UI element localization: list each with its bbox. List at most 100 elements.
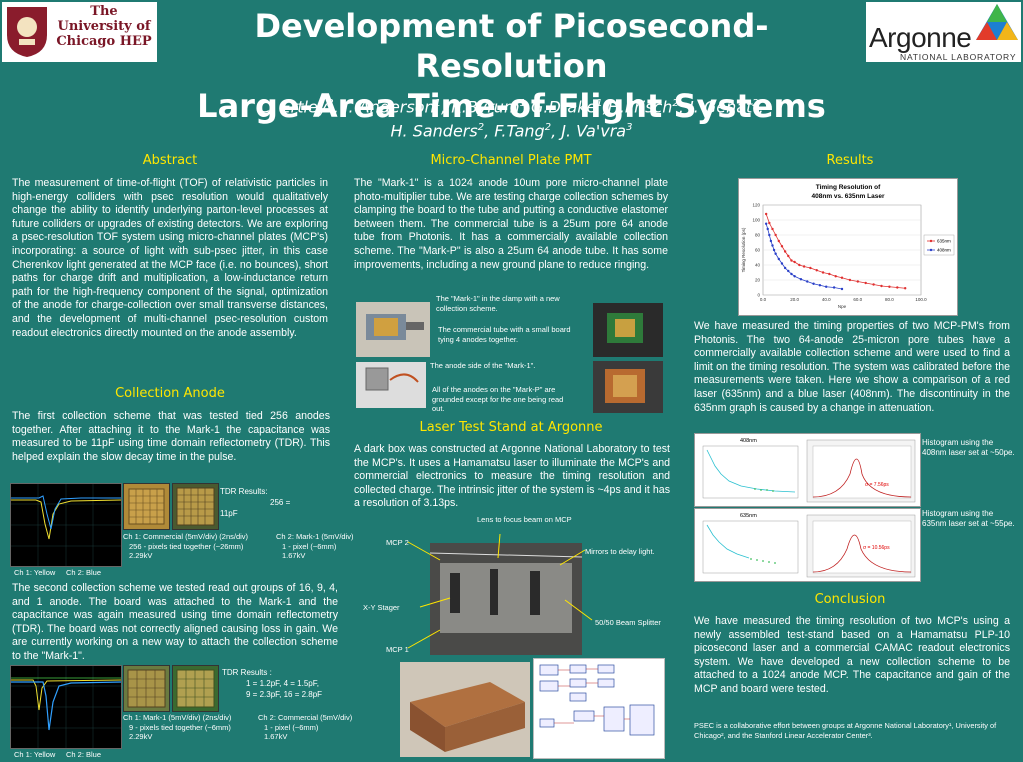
- scope1-legend-ch2: Ch 2: Blue: [66, 568, 102, 577]
- laser-text: A dark box was constructed at Argonne Na…: [354, 443, 670, 510]
- author-affiliation: 3: [626, 122, 633, 134]
- scope2-legend-ch2: Ch 2: Blue: [66, 750, 102, 759]
- argonne-logo-subtext: NATIONAL LABORATORY: [900, 52, 1017, 62]
- title-line-1: Development of Picosecond-Resolution: [254, 7, 769, 85]
- data-point-408nm: [774, 252, 777, 255]
- caption-line: Ch 2: Mark-1 (5mV/div): [276, 532, 354, 541]
- data-point-635nm: [828, 272, 831, 276]
- data-point-635nm: [771, 227, 774, 231]
- legend-marker: [929, 239, 933, 243]
- label-lens: Lens to focus beam on MCP: [477, 515, 572, 524]
- mark1-clamp-photo: [356, 302, 430, 357]
- data-point-635nm: [872, 283, 875, 286]
- anode-grid-image: [127, 669, 166, 708]
- results-text: We have measured the timing properties o…: [694, 320, 1010, 414]
- histogram-panel-408nm: 408nm σ = 7.56ps: [694, 433, 921, 507]
- author-affiliation: 1: [596, 98, 603, 109]
- author: J. Anderson: [343, 97, 435, 117]
- footnote: PSEC is a collaborative effort between g…: [694, 721, 997, 740]
- data-point-408nm: [764, 222, 768, 225]
- legend-box: [923, 234, 955, 256]
- data-point-408nm: [799, 278, 803, 281]
- conclusion-heading: Conclusion: [814, 592, 886, 607]
- poster-title: Development of Picosecond-Resolution Lar…: [160, 6, 863, 126]
- caption-line: 9 - pixels tied together (~6mm): [129, 722, 231, 732]
- data-point-408nm: [777, 257, 780, 261]
- anode-grid-image: [128, 488, 165, 525]
- caption-line: 1 - pixel (~6mm): [282, 541, 337, 551]
- mcp-caption-3: The anode side of the "Mark-1".: [430, 361, 536, 370]
- data-point-635nm: [896, 286, 899, 289]
- uc-shield-icon: [7, 7, 47, 57]
- anode-side-image: [365, 367, 419, 391]
- collection-anode-heading: Collection Anode: [115, 386, 225, 401]
- ch1-caption: Ch 1: Commercial (5mV/div) (2ns/div) 256…: [123, 532, 283, 561]
- author-list: C. Ertley2, J. Anderson1, K.Byrum1,G.Dra…: [160, 93, 863, 142]
- data-point-408nm: [825, 285, 828, 288]
- data-point-635nm: [888, 285, 891, 288]
- y-tick-label: 20: [755, 278, 761, 283]
- author: J. Va'vra: [561, 121, 627, 141]
- tdr1-value-2: 11pF: [220, 509, 238, 518]
- scope1-legend-ch1: Ch 1: Yellow: [14, 568, 56, 577]
- x-tick-label: 20.0: [790, 297, 799, 302]
- tdr2-label: TDR Results :: [222, 668, 272, 677]
- mark1-anode-photo: [356, 362, 426, 408]
- hist1-caption: Histogram using the 408nm laser set at ~…: [922, 438, 1015, 457]
- abstract-text: The measurement of time-of-flight (TOF) …: [12, 177, 328, 339]
- data-point-408nm: [818, 284, 822, 287]
- oscilloscope-trace-1: [10, 483, 122, 567]
- data-point-408nm: [783, 266, 787, 270]
- author: H.Frisch: [607, 97, 673, 117]
- conclusion-text: We have measured the timing resolution o…: [694, 615, 1010, 695]
- data-point-635nm: [780, 245, 784, 248]
- author-affiliation: 2: [327, 98, 334, 109]
- caption-line: 1 - pixel (~6mm): [264, 722, 319, 732]
- title-line-2: Large-Area Time-of-Flight Systems: [197, 87, 826, 125]
- data-point-635nm: [834, 275, 837, 278]
- hist1-fit: σ = 7.56ps: [865, 482, 889, 488]
- ch2b-caption: Ch 2: Commercial (5mV/div) 1 - pixel (~6…: [258, 713, 368, 742]
- commercial-tube-image: [607, 313, 643, 343]
- clamp-image: [366, 314, 424, 340]
- x-tick-label: 80.0: [885, 297, 894, 302]
- tdr2-line-1: 1 = 1.2pF, 4 = 1.5pF,: [246, 679, 319, 688]
- y-axis-label: Timing Resolution (ps): [741, 227, 746, 272]
- data-point-408nm: [769, 239, 773, 243]
- test-stand-image: [429, 543, 583, 655]
- author-affiliation: 2: [477, 122, 485, 134]
- data-point-635nm: [856, 280, 859, 283]
- collection-anode-text-2: The second collection scheme we tested r…: [12, 582, 338, 662]
- chart-title: Timing Resolution of: [816, 184, 881, 191]
- author-affiliation: 2: [752, 98, 759, 109]
- y-tick-label: 80: [755, 233, 761, 238]
- argonne-logo-text: Argonne: [869, 22, 972, 53]
- y-tick-label: 0: [757, 293, 760, 298]
- data-point-635nm: [790, 259, 793, 262]
- anode-board-photo-3: [123, 665, 170, 712]
- data-point-635nm: [815, 269, 818, 272]
- data-point-408nm: [766, 227, 769, 231]
- y-tick-label: 60: [755, 248, 761, 253]
- mcp-caption-1: The "Mark-1" in the clamp with a new col…: [436, 294, 560, 313]
- dark-box-photo: [400, 662, 530, 757]
- authors-line-1: C. Ertley2, J. Anderson1, K.Byrum1,G.Dra…: [259, 97, 764, 117]
- x-tick-label: 40.0: [822, 297, 831, 302]
- label-xy-stager: X-Y Stager: [363, 603, 400, 612]
- uc-logo-text: The University of Chicago HEP: [56, 4, 152, 49]
- caption-line: 256 - pixels tied together (~26mm): [129, 541, 244, 551]
- data-point-408nm: [772, 248, 776, 252]
- results-heading: Results: [826, 153, 874, 168]
- caption-line: 2.29kV: [129, 732, 153, 741]
- x-tick-label: 0.0: [760, 297, 767, 302]
- ch2-caption: Ch 2: Mark-1 (5mV/div) 1 - pixel (~6mm) …: [276, 532, 376, 561]
- author: J. Genat: [688, 97, 753, 117]
- data-point-635nm: [802, 265, 806, 268]
- caption-line: 1.67kV: [282, 551, 306, 560]
- legend-marker: [929, 248, 933, 252]
- data-point-635nm: [793, 260, 796, 264]
- data-point-635nm: [848, 278, 852, 282]
- data-point-408nm: [771, 244, 774, 247]
- y-tick-label: 100: [752, 218, 760, 223]
- anode-grid-image: [176, 487, 215, 526]
